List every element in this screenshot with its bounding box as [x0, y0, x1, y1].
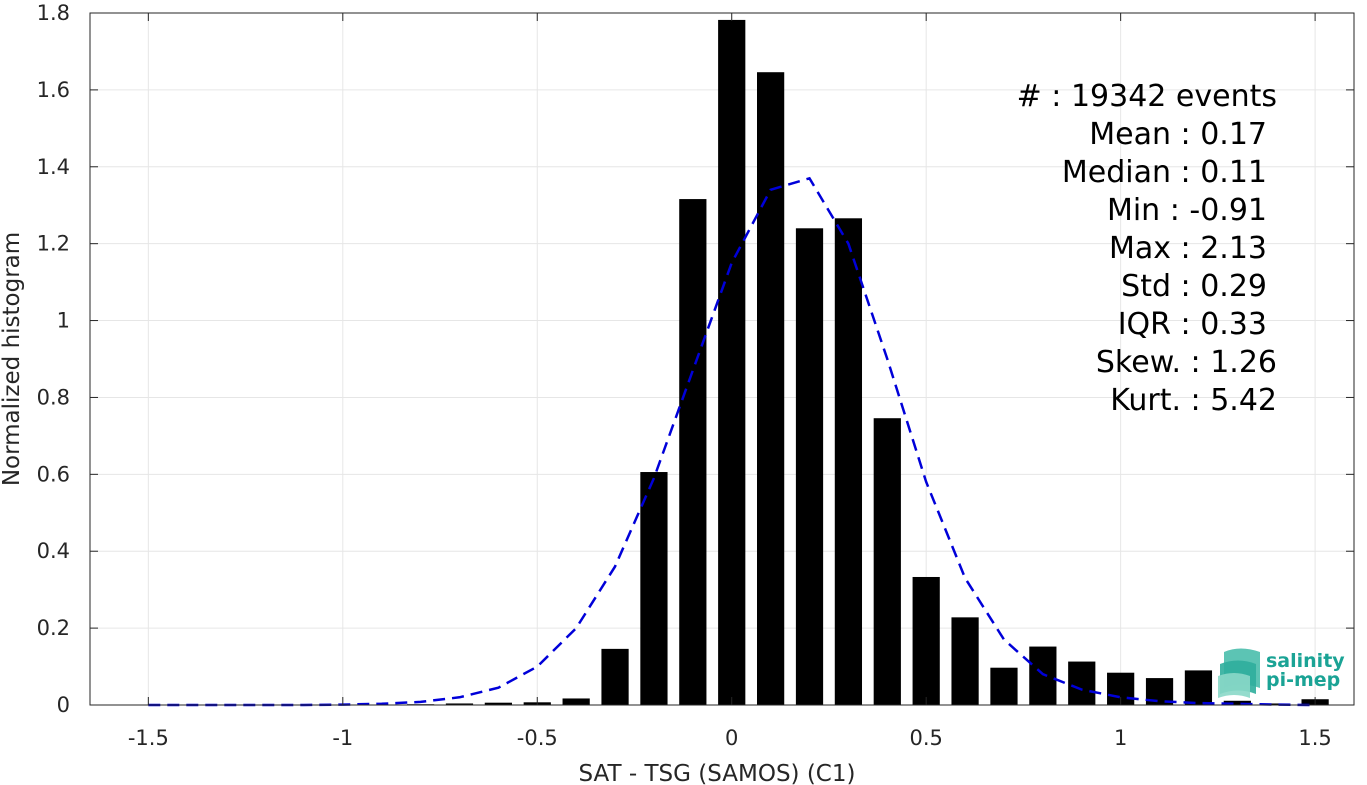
- stat-skew: Skew. : 1.26: [1096, 345, 1277, 380]
- histogram-bar: [484, 702, 512, 705]
- stat-kurt: Kurt. : 5.42: [1110, 383, 1277, 418]
- y-tick-label: 0.8: [37, 385, 70, 409]
- histogram-bar: [757, 72, 785, 705]
- y-tick-label: 0.2: [37, 616, 70, 640]
- salinity-pi-mep-logo: salinity pi-mep: [1218, 648, 1345, 698]
- stat-std: Std : 0.29: [1121, 269, 1267, 304]
- y-tick-label: 1.4: [37, 155, 70, 179]
- wave-logo-icon: [1218, 648, 1260, 698]
- plot-frame: [89, 12, 1355, 706]
- histogram-bar: [562, 698, 590, 705]
- histogram-bar: [718, 19, 746, 706]
- histogram-bar: [1029, 646, 1057, 705]
- y-tick-label: 0.6: [37, 462, 70, 486]
- x-axis-ticks: -1.5 -1 -0.5 0 0.5 1 1.5: [128, 13, 1332, 750]
- histogram-bar: [912, 576, 940, 705]
- histogram-bar: [1068, 661, 1096, 705]
- logo-text-salinity: salinity: [1266, 650, 1345, 672]
- y-tick-label: 1: [57, 309, 70, 333]
- histogram-bars: [406, 19, 1329, 706]
- stat-iqr: IQR : 0.33: [1118, 307, 1267, 342]
- stat-min: Min : -0.91: [1107, 193, 1267, 228]
- stat-median: Median : 0.11: [1062, 155, 1267, 190]
- statistics-annotation: # : 19342 events Mean : 0.17 Median : 0.…: [1017, 79, 1277, 418]
- histogram-bar: [873, 418, 901, 705]
- x-tick-label: 1.5: [1298, 726, 1331, 750]
- y-tick-label: 0: [57, 693, 70, 717]
- y-axis-label: Normalized histogram: [0, 232, 25, 486]
- y-tick-label: 1.8: [37, 1, 70, 25]
- y-tick-label: 1.6: [37, 78, 70, 102]
- x-axis-label: SAT - TSG (SAMOS) (C1): [579, 761, 856, 785]
- x-tick-label: 0.5: [909, 726, 942, 750]
- histogram-bar: [1262, 703, 1290, 705]
- histogram-bar: [640, 472, 668, 705]
- stat-mean: Mean : 0.17: [1089, 117, 1267, 152]
- x-tick-label: 1: [1114, 726, 1127, 750]
- histogram-bar: [1223, 700, 1251, 705]
- histogram-bar: [951, 617, 979, 705]
- histogram-bar: [1184, 670, 1213, 705]
- y-tick-label: 0.4: [37, 539, 70, 563]
- stat-count: # : 19342 events: [1017, 79, 1277, 114]
- histogram-bar: [601, 648, 629, 705]
- x-tick-label: 0: [725, 726, 738, 750]
- histogram-bar: [834, 218, 863, 705]
- x-tick-label: -1.5: [128, 726, 169, 750]
- histogram-bar: [679, 199, 707, 705]
- histogram-bar: [445, 703, 474, 705]
- y-axis-ticks: 0 0.2 0.4 0.6 0.8 1 1.2 1.4 1.6 1.8: [37, 1, 1354, 717]
- y-tick-label: 1.2: [37, 232, 70, 256]
- x-tick-label: -0.5: [517, 726, 558, 750]
- logo-text-pimep: pi-mep: [1266, 669, 1340, 691]
- stat-max: Max : 2.13: [1109, 231, 1267, 266]
- x-tick-label: -1: [332, 726, 353, 750]
- histogram-bar: [795, 228, 824, 706]
- histogram-bar: [990, 667, 1018, 705]
